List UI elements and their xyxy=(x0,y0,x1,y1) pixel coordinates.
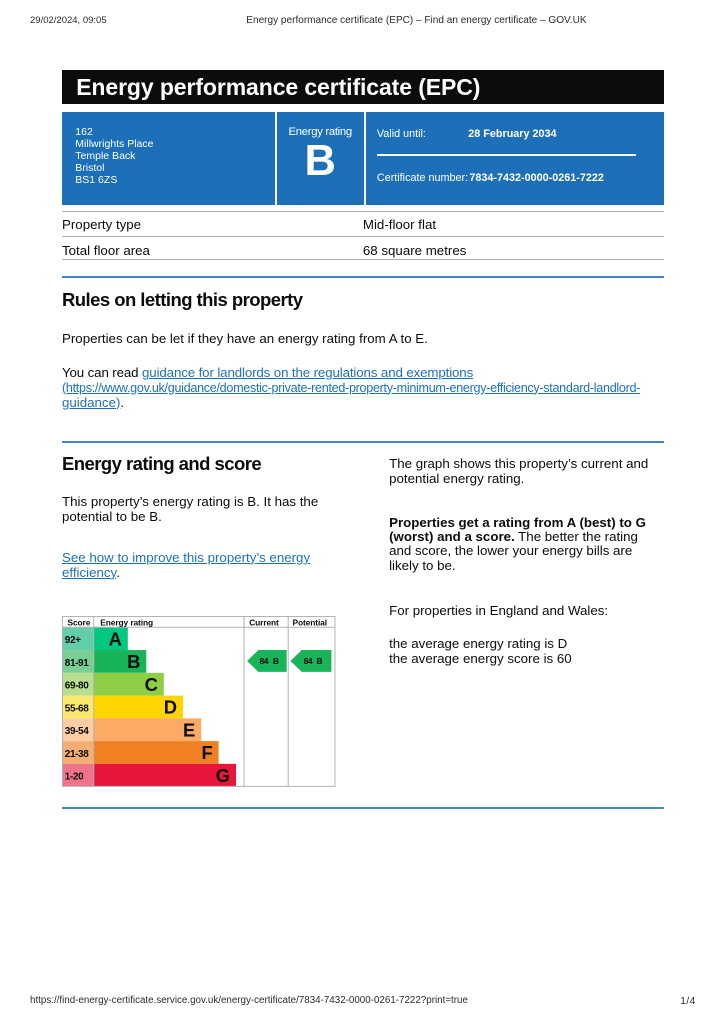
svg-text:B: B xyxy=(273,656,279,666)
svg-text:81-91: 81-91 xyxy=(65,658,89,669)
svg-text:84: 84 xyxy=(259,656,268,666)
svg-text:Current: Current xyxy=(249,618,279,628)
svg-text:C: C xyxy=(145,674,158,695)
svg-text:A: A xyxy=(109,628,122,649)
svg-text:E: E xyxy=(183,720,195,741)
svg-text:Energy rating: Energy rating xyxy=(100,618,153,628)
svg-text:84: 84 xyxy=(304,656,313,666)
svg-text:F: F xyxy=(201,742,212,763)
svg-text:D: D xyxy=(164,697,177,718)
svg-text:Score: Score xyxy=(68,618,91,628)
svg-text:21-38: 21-38 xyxy=(65,749,89,760)
svg-text:Potential: Potential xyxy=(292,618,326,628)
svg-text:39-54: 39-54 xyxy=(65,726,89,737)
svg-text:69-80: 69-80 xyxy=(65,681,89,692)
svg-text:92+: 92+ xyxy=(65,635,81,646)
svg-text:1-20: 1-20 xyxy=(65,772,84,783)
svg-text:B: B xyxy=(127,651,140,672)
svg-text:B: B xyxy=(316,656,322,666)
svg-text:55-68: 55-68 xyxy=(65,703,89,714)
svg-text:G: G xyxy=(216,765,230,786)
